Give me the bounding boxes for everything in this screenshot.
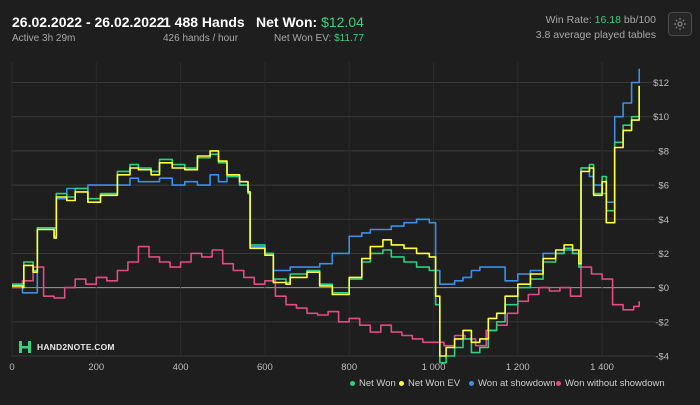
x-tick-label: 1 200 (506, 362, 530, 373)
win-rate-block: Win Rate: 16.18 bb/100 3.8 average playe… (536, 14, 656, 44)
y-tick-label: $6 (658, 181, 669, 192)
legend-dot-net-won (350, 381, 355, 386)
legend-won-without-showdown[interactable]: Won without showdown (556, 378, 665, 389)
hands-block: 1 488 Hands 426 hands / hour (163, 14, 245, 44)
y-tick-label: $12 (653, 78, 669, 89)
x-tick-label: 1 000 (422, 362, 446, 373)
chart-svg: 0 200 400 600 800 1 000 1 200 1 400 $12$10$8$6$… (9, 62, 669, 373)
win-rate: Win Rate: 16.18 bb/100 (536, 14, 656, 26)
hands-rate: 426 hands / hour (163, 33, 239, 44)
y-tick-label: $0 (658, 283, 669, 294)
net-won: Net Won: $12.04 (256, 14, 364, 30)
y-tick-label: $2 (658, 249, 669, 260)
legend-dot-won-at-showdown (469, 381, 474, 386)
chart-series (12, 68, 640, 364)
hands-count: 1 488 Hands (163, 14, 245, 30)
series-line-net-won-ev (12, 85, 640, 357)
logo-text: HAND2NOTE.COM (37, 342, 115, 352)
y-tick-label: $4 (658, 215, 669, 226)
net-won-label: Net Won: (256, 14, 318, 30)
legend-dot-net-won-ev (399, 381, 404, 386)
x-tick-label: 600 (257, 362, 273, 373)
active-time: Active 3h 29m (12, 33, 76, 44)
legend-net-won[interactable]: Net Won (350, 378, 396, 389)
x-tick-label: 800 (341, 362, 357, 373)
x-tick-label: 200 (88, 362, 104, 373)
stats-header: 26.02.2022 - 26.02.2022 Active 3h 29m 1 … (0, 0, 700, 48)
x-tick-label: 0 (9, 362, 14, 373)
series-line-net-won (12, 85, 640, 364)
y-tick-label: $8 (658, 146, 669, 157)
profit-chart: 0 200 400 600 800 1 000 1 200 1 400 $12 $10 $8 $6 $… (0, 44, 700, 405)
settings-button[interactable] (668, 12, 692, 36)
legend-net-won-ev[interactable]: Net Won EV (399, 378, 460, 389)
legend-won-without-showdown-label: Won without showdown (565, 378, 665, 389)
legend-net-won-ev-label: Net Won EV (408, 378, 461, 389)
series-line-won-without-showdown (12, 245, 640, 347)
win-rate-unit: bb/100 (623, 14, 656, 26)
legend-net-won-label: Net Won (359, 378, 396, 389)
chart-legend: Net Won Net Won EV Won at showdown Won w… (0, 378, 700, 392)
net-won-block: Net Won: $12.04 Net Won EV: $11.77 (256, 14, 364, 44)
legend-dot-won-without-showdown (556, 381, 561, 386)
x-tick-label: 400 (173, 362, 189, 373)
hand2note-logo: HAND2NOTE.COM (18, 340, 115, 354)
gear-icon (674, 18, 686, 30)
win-rate-value: 16.18 (594, 14, 621, 26)
x-axis: 0 200 400 600 800 1 000 1 200 1 400 (9, 362, 614, 373)
net-won-ev-value: $11.77 (334, 33, 364, 44)
y-tick-label: -$4 (655, 352, 669, 363)
avg-tables: 3.8 average played tables (535, 29, 656, 41)
win-rate-label: Win Rate: (545, 14, 592, 26)
legend-won-at-showdown[interactable]: Won at showdown (469, 378, 555, 389)
hand2note-logo-icon (19, 341, 31, 353)
y-axis: $12 $10 $8 $6 $4 $2 $0 -$2 -$4 (653, 78, 669, 362)
net-won-ev: Net Won EV: $11.77 (256, 33, 364, 44)
date-range: 26.02.2022 - 26.02.2022 (12, 14, 165, 30)
x-tick-label: 1 400 (590, 362, 614, 373)
net-won-value: $12.04 (321, 14, 364, 30)
y-tick-label: $10 (653, 112, 669, 123)
net-won-ev-label: Net Won EV: (274, 33, 332, 44)
date-block: 26.02.2022 - 26.02.2022 Active 3h 29m (12, 14, 165, 44)
y-tick-label: -$2 (655, 317, 669, 328)
legend-won-at-showdown-label: Won at showdown (478, 378, 556, 389)
